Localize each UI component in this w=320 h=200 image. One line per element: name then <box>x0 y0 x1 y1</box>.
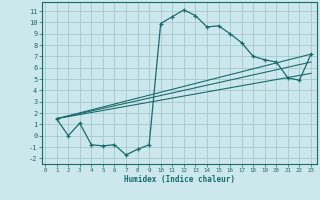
X-axis label: Humidex (Indice chaleur): Humidex (Indice chaleur) <box>124 175 235 184</box>
